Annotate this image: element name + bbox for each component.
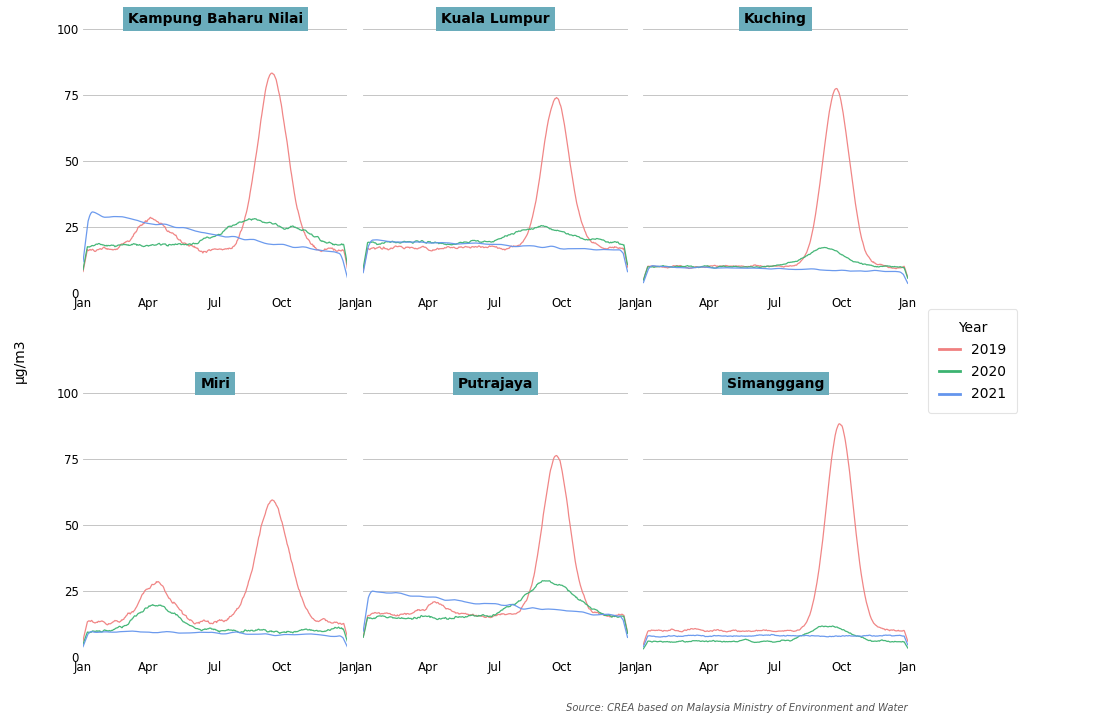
Title: Simanggang: Simanggang [727,377,825,391]
Title: Miri: Miri [200,377,230,391]
Text: Source: CREA based on Malaysia Ministry of Environment and Water: Source: CREA based on Malaysia Ministry … [566,703,908,713]
Legend: 2019, 2020, 2021: 2019, 2020, 2021 [928,310,1017,412]
Title: Kuala Lumpur: Kuala Lumpur [441,12,550,26]
Title: Kuching: Kuching [744,12,807,26]
Title: Kampung Baharu Nilai: Kampung Baharu Nilai [127,12,302,26]
Text: μg/m3: μg/m3 [13,339,27,383]
Title: Putrajaya: Putrajaya [457,377,534,391]
